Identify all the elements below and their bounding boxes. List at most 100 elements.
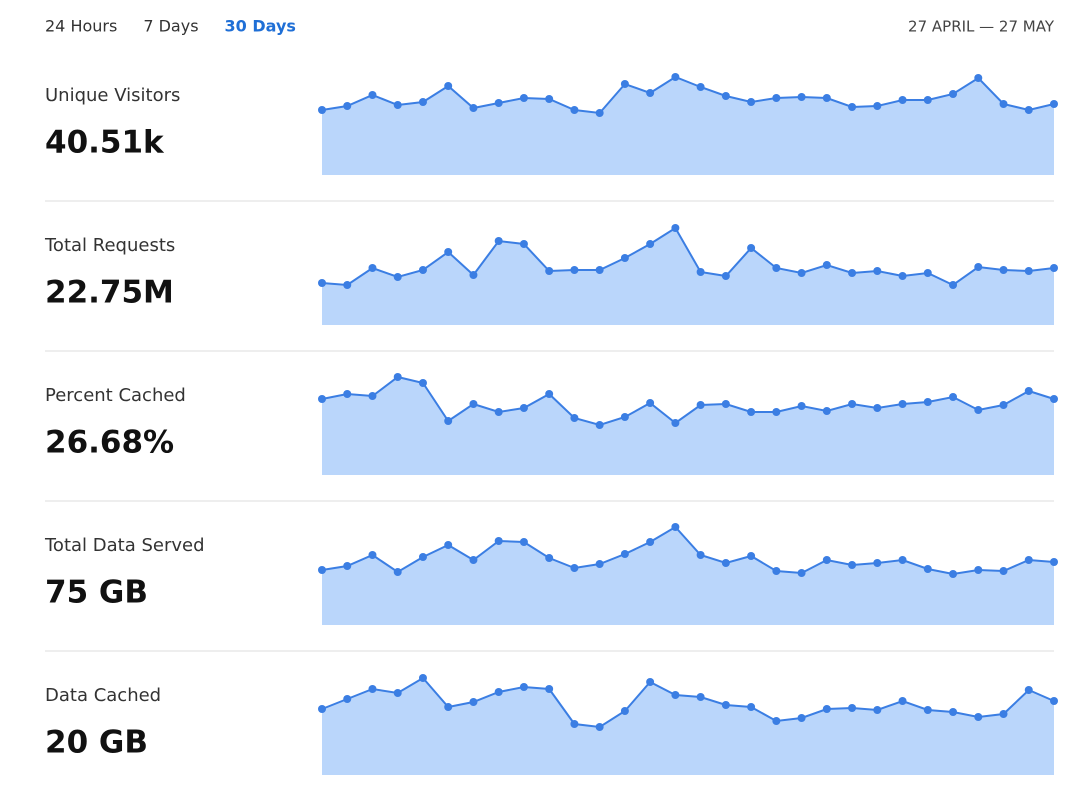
sparkline-point: [519, 94, 528, 102]
sparkline-point: [721, 400, 730, 408]
sparkline-point: [797, 569, 806, 577]
sparkline-area: [322, 527, 1054, 625]
sparkline-point: [671, 691, 680, 699]
sparkline-point: [974, 263, 983, 271]
sparkline-point: [519, 683, 528, 691]
sparkline-point: [646, 240, 655, 248]
sparkline-point: [318, 106, 326, 114]
sparkline-point: [671, 224, 680, 232]
sparkline-point: [873, 102, 882, 110]
sparkline-point: [1050, 697, 1058, 705]
sparkline-point: [696, 401, 705, 409]
sparkline-point: [444, 703, 453, 711]
sparkline-point: [418, 674, 427, 682]
sparkline-point: [974, 566, 983, 574]
sparkline-point: [570, 414, 579, 422]
sparkline-point: [646, 399, 655, 407]
sparkline-point: [873, 404, 882, 412]
sparkline-point: [848, 704, 857, 712]
sparkline-point: [620, 254, 629, 262]
sparkline-point: [999, 100, 1008, 108]
sparkline-point: [721, 559, 730, 567]
sparkline-point: [1024, 267, 1033, 275]
sparkline-point: [469, 104, 478, 112]
sparkline-point: [848, 561, 857, 569]
time-range-tab[interactable]: 30 Days: [225, 17, 296, 36]
sparkline-point: [999, 710, 1008, 718]
sparkline-point: [923, 96, 932, 104]
sparkline-point: [974, 406, 983, 414]
sparkline-point: [418, 553, 427, 561]
sparkline-point: [318, 279, 326, 287]
sparkline-point: [747, 244, 756, 252]
sparkline-point: [721, 92, 730, 100]
sparkline-point: [772, 264, 781, 272]
sparkline-point: [570, 564, 579, 572]
sparkline-point: [1024, 686, 1033, 694]
sparkline-point: [570, 106, 579, 114]
sparkline-point: [999, 567, 1008, 575]
sparkline-point: [368, 91, 377, 99]
sparkline-point: [620, 550, 629, 558]
time-range-tab[interactable]: 24 Hours: [45, 17, 117, 36]
sparkline-point: [570, 266, 579, 274]
sparkline-point: [595, 266, 604, 274]
sparkline-point: [444, 248, 453, 256]
sparkline-point: [620, 413, 629, 421]
sparkline-point: [747, 98, 756, 106]
sparkline-point: [747, 552, 756, 560]
metric-value: 26.68%: [45, 425, 174, 461]
sparkline-point: [1050, 558, 1058, 566]
sparkline-point: [343, 281, 352, 289]
sparkline-area: [322, 678, 1054, 775]
metric-value: 22.75M: [45, 275, 174, 311]
sparkline-point: [469, 698, 478, 706]
sparkline-point: [923, 706, 932, 714]
sparkline-point: [747, 703, 756, 711]
sparkline-point: [595, 560, 604, 568]
time-range-tab[interactable]: 7 Days: [143, 17, 198, 36]
sparkline-point: [1050, 100, 1058, 108]
sparkline-point: [646, 89, 655, 97]
sparkline-point: [368, 392, 377, 400]
sparkline-point: [696, 693, 705, 701]
sparkline-point: [545, 554, 554, 562]
sparkline-point: [444, 541, 453, 549]
sparkline-point: [822, 705, 831, 713]
sparkline-point: [418, 98, 427, 106]
sparkline-point: [1050, 264, 1058, 272]
sparkline-line: [321, 75, 1055, 115]
sparkline-point: [418, 266, 427, 274]
sparkline-area: [322, 377, 1054, 475]
sparkline-point: [620, 80, 629, 88]
sparkline-point: [999, 401, 1008, 409]
sparkline-area: [322, 77, 1054, 175]
sparkline-point: [545, 685, 554, 693]
sparkline-point: [545, 390, 554, 398]
sparkline-point: [393, 373, 402, 381]
sparkline-point: [873, 706, 882, 714]
sparkline-point: [494, 688, 503, 696]
sparkline-point: [772, 94, 781, 102]
sparkline-point: [393, 568, 402, 576]
sparkline-point: [494, 537, 503, 545]
sparkline-point: [620, 707, 629, 715]
sparkline-point: [848, 103, 857, 111]
sparkline-point: [318, 395, 326, 403]
sparkline-point: [974, 74, 983, 82]
metric-value: 20 GB: [45, 725, 148, 761]
sparkline-point: [696, 551, 705, 559]
sparkline-point: [772, 567, 781, 575]
sparkline-point: [772, 408, 781, 416]
sparkline-point: [822, 261, 831, 269]
sparkline-point: [519, 538, 528, 546]
sparkline-point: [923, 398, 932, 406]
sparkline-point: [898, 556, 907, 564]
sparkline-point: [1024, 106, 1033, 114]
sparkline-point: [671, 523, 680, 531]
sparkline-point: [848, 400, 857, 408]
sparkline-point: [923, 565, 932, 573]
sparkline-point: [343, 390, 352, 398]
sparkline-point: [469, 400, 478, 408]
